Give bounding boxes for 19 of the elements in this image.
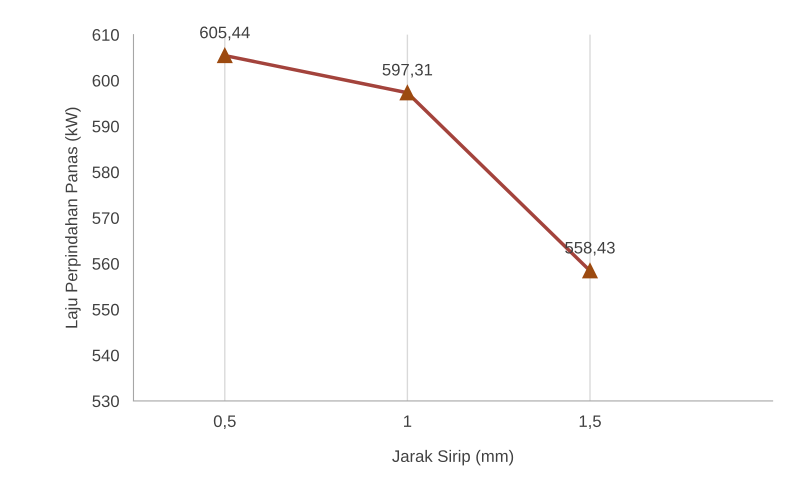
- y-tick-label: 610: [92, 29, 119, 41]
- y-tick-label: 560: [92, 258, 119, 270]
- x-tick-label: 0,5: [214, 415, 236, 430]
- y-tick-label: 580: [92, 166, 119, 178]
- y-axis-title: Laju Perpindahan Panas (kW): [65, 108, 81, 328]
- data-label: 605,44: [200, 26, 250, 40]
- x-tick-label: 1: [404, 415, 412, 427]
- x-axis-title: Jarak Sirip (mm): [392, 450, 514, 466]
- y-tick-label: 570: [92, 212, 119, 224]
- y-tick-label: 550: [92, 304, 119, 316]
- y-tick-label: 600: [92, 74, 119, 87]
- data-label: 597,31: [382, 64, 432, 78]
- y-tick-label: 530: [92, 395, 119, 408]
- x-tick-label: 1,5: [580, 415, 601, 430]
- point: [582, 263, 598, 278]
- y-tick-label: 540: [92, 350, 119, 362]
- point: [400, 85, 416, 100]
- y-tick-label: 590: [92, 120, 119, 132]
- point: [217, 48, 232, 64]
